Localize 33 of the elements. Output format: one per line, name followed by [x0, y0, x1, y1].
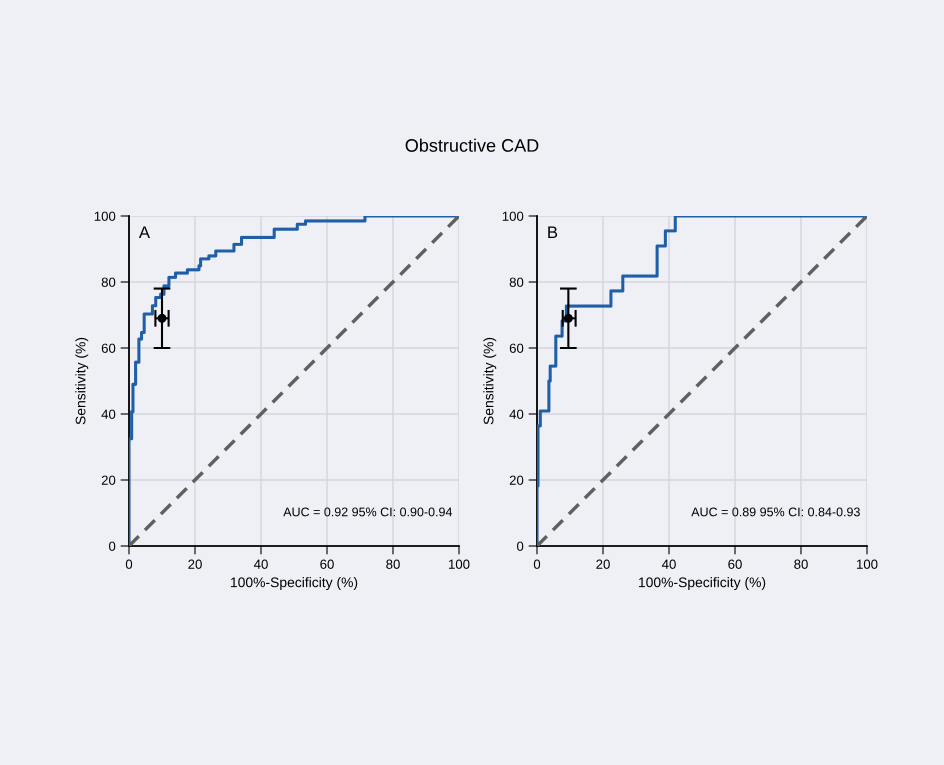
y-tick-label: 0: [108, 542, 116, 551]
x-tick-label: 0: [534, 560, 540, 569]
y-axis-title: Sensitivity (%): [75, 338, 88, 424]
x-tick-label: 100: [857, 560, 878, 569]
x-tick-label: 60: [320, 560, 334, 569]
y-tick-label: 40: [101, 410, 116, 419]
x-axis-title: 100%-Specificity (%): [639, 577, 766, 590]
x-tick-label: 20: [188, 560, 202, 569]
x-tick-label: 40: [254, 560, 268, 569]
annotation: B: [548, 226, 558, 238]
x-tick-label: 100: [449, 560, 470, 569]
x-axis-title: 100%-Specificity (%): [231, 577, 358, 590]
annotation: AUC = 0.92 95% CI: 0.90-0.94: [283, 508, 452, 516]
x-tick-label: 80: [386, 560, 400, 569]
y-tick-label: 60: [102, 344, 116, 353]
y-tick-label: 80: [510, 278, 524, 287]
x-tick-label: 80: [794, 560, 808, 569]
annotation: AUC = 0.89 95% CI: 0.84-0.93: [691, 508, 860, 516]
y-axis-title: Sensitivity (%): [483, 338, 496, 424]
chart-title: Obstructive CAD: [406, 138, 538, 152]
y-tick-label: 20: [510, 476, 524, 485]
y-tick-label: 0: [516, 542, 524, 551]
y-tick-label: 20: [102, 476, 116, 485]
y-tick-label: 80: [102, 278, 116, 287]
y-tick-label: 100: [94, 212, 116, 221]
x-tick-label: 0: [126, 560, 132, 569]
x-tick-label: 40: [662, 560, 676, 569]
y-tick-label: 100: [502, 212, 524, 221]
x-tick-label: 20: [596, 560, 610, 569]
y-tick-label: 40: [509, 410, 524, 419]
annotation: A: [138, 226, 150, 238]
y-tick-label: 60: [510, 344, 524, 353]
x-tick-label: 60: [728, 560, 742, 569]
